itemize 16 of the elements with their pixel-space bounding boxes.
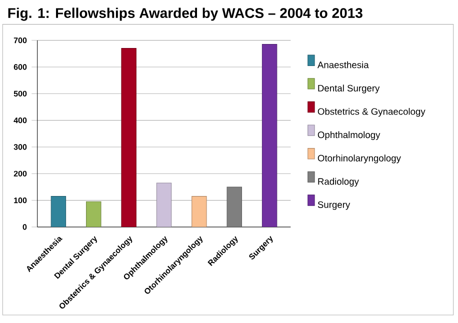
chart-title: Fig. 1: Fellowships Awarded by WACS – 2004 to 2013 [8, 8, 362, 21]
legend-label: Otorhinolaryngology [318, 154, 401, 164]
y-tick-label: 600 [14, 64, 27, 70]
legend-label: Obstetrics & Gynaecology [318, 108, 426, 117]
legend-label: Radiology [318, 178, 359, 187]
y-tick-label: 200 [14, 170, 27, 176]
legend-label: Anaesthesia [317, 61, 369, 68]
y-tick-label: 700 [14, 37, 27, 44]
legend-label: Surgery [318, 201, 350, 210]
legend-label: Ophthalmology [318, 131, 380, 140]
y-tick-label: 100 [14, 197, 27, 204]
y-tick-label: 400 [14, 117, 27, 124]
y-tick-label: 300 [14, 144, 27, 150]
legend-label: Dental Surgery [318, 84, 380, 94]
y-tick-label: 500 [14, 90, 27, 96]
y-tick-label: 0 [22, 224, 27, 230]
